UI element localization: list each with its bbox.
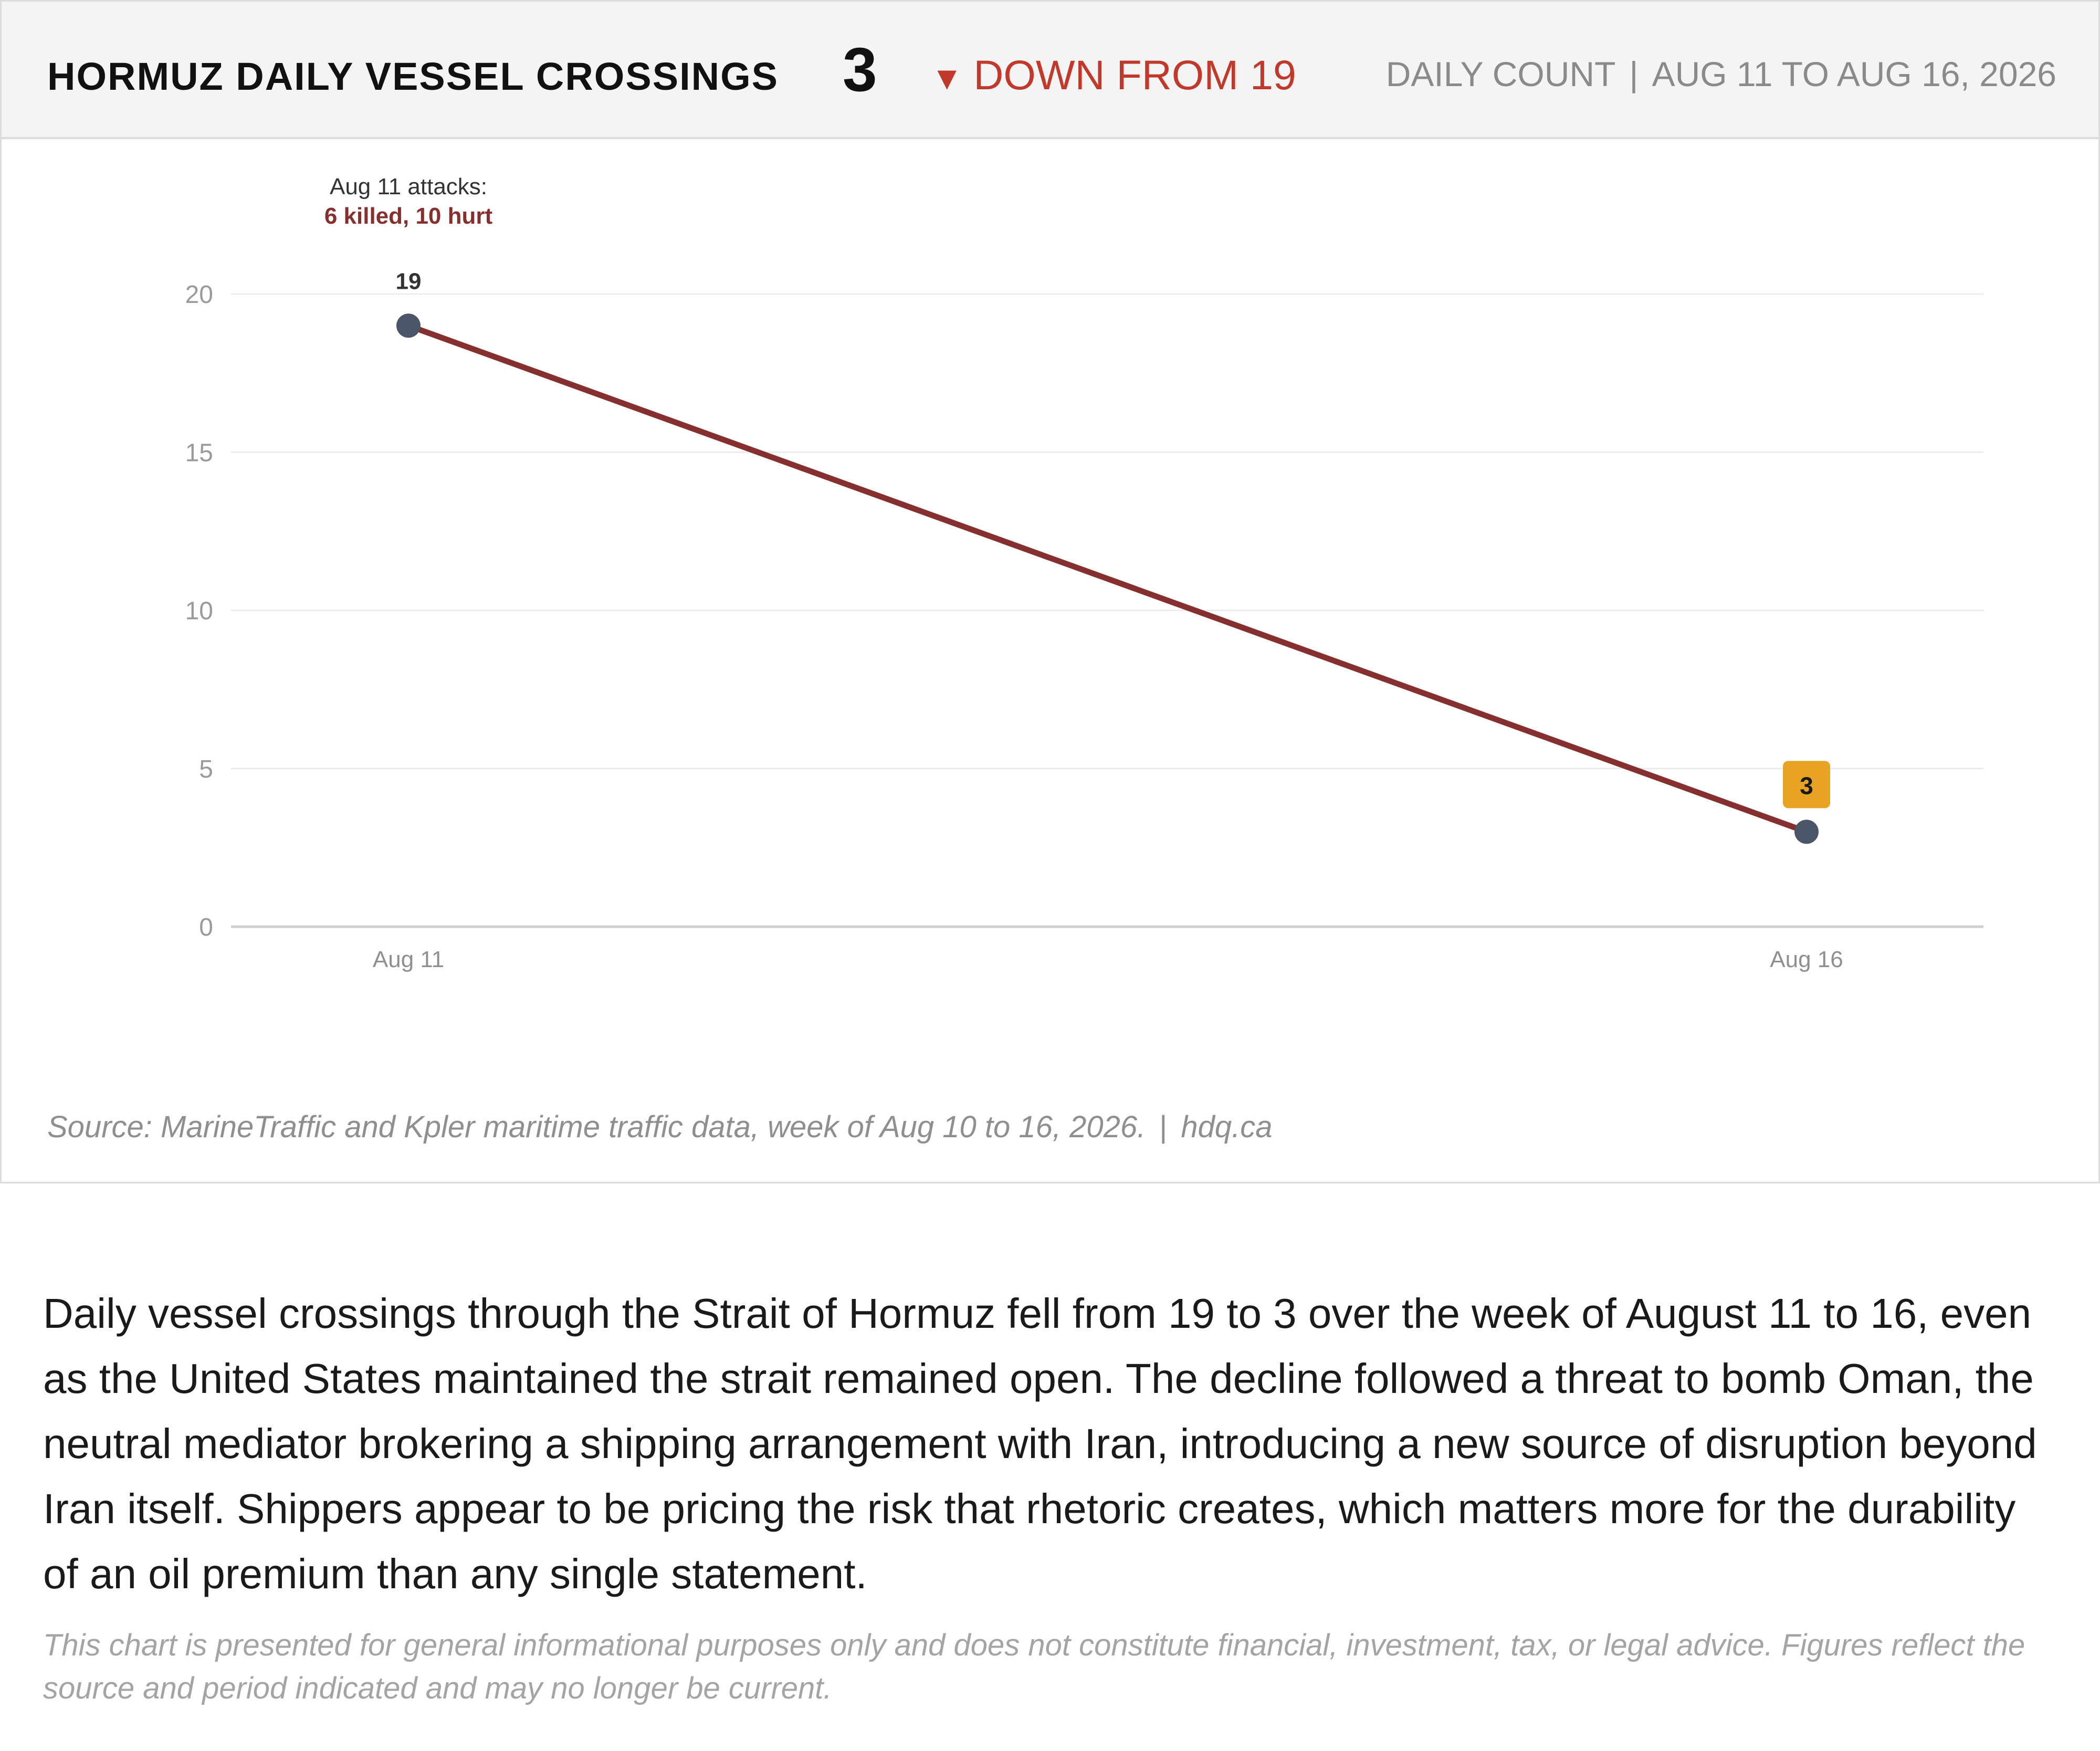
date-range: AUG 11 TO AUG 16, 2026 — [1652, 55, 2056, 93]
disclaimer: This chart is presented for general info… — [43, 1628, 2025, 1705]
body-paragraph: Daily vessel crossings through the Strai… — [43, 1290, 2037, 1597]
down-triangle-icon: ▼ — [931, 60, 963, 97]
date-range-label: DAILY COUNT | AUG 11 TO AUG 16, 2026 — [1386, 54, 2056, 94]
chart-title: HORMUZ DAILY VESSEL CROSSINGS — [47, 55, 779, 98]
chart-card: HORMUZ DAILY VESSEL CROSSINGS 3 ▼ DOWN FR… — [0, 0, 2100, 1183]
annotation-title: Aug 11 attacks: — [330, 174, 487, 200]
series-line — [405, 322, 1810, 835]
y-tick-label: 10 — [185, 597, 213, 625]
source-text: Source: MarineTraffic and Kpler maritime… — [47, 1110, 1146, 1144]
x-tick-label: Aug 11 — [373, 947, 444, 972]
data-label: 19 — [396, 268, 422, 294]
source-site: hdq.ca — [1181, 1110, 1273, 1144]
y-tick-label: 0 — [199, 914, 213, 941]
annotation-detail: 6 killed, 10 hurt — [324, 203, 493, 229]
change-text: DOWN FROM 19 — [973, 51, 1296, 98]
data-label: 3 — [1800, 772, 1813, 799]
highlight-badge — [1783, 761, 1830, 809]
line-chart: 0 5 10 15 20 Aug 11 Aug 16 19 3 Aug 11 attacks: 6 … — [185, 174, 1983, 972]
data-point — [396, 313, 421, 338]
separator: | — [1629, 55, 1639, 93]
current-value: 3 — [843, 35, 877, 104]
y-tick-label: 5 — [199, 756, 213, 783]
metric-label: DAILY COUNT — [1385, 55, 1616, 93]
y-tick-label: 15 — [185, 439, 213, 467]
data-point — [1794, 820, 1819, 844]
x-tick-label: Aug 16 — [1770, 947, 1843, 972]
separator: | — [1159, 1110, 1168, 1144]
change-indicator: ▼ DOWN FROM 19 — [931, 51, 1296, 99]
source-note: Source: MarineTraffic and Kpler maritime… — [47, 1109, 1272, 1145]
y-tick-label: 20 — [185, 281, 213, 309]
chart-header: HORMUZ DAILY VESSEL CROSSINGS 3 ▼ DOWN FR… — [2, 2, 2098, 139]
